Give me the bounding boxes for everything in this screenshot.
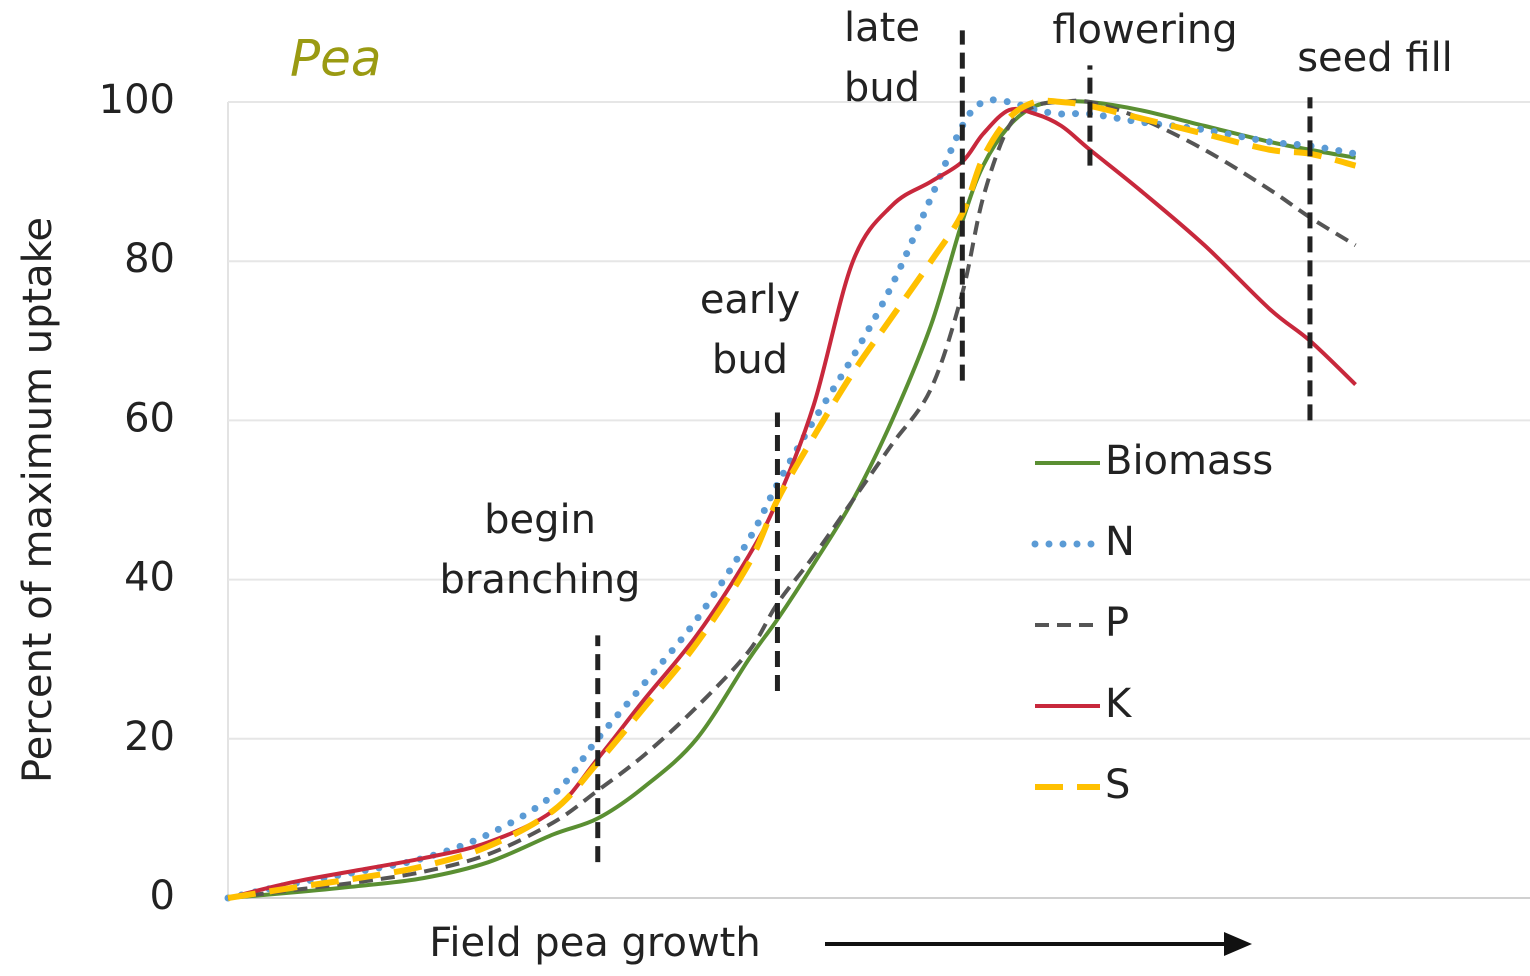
stage-label: flowering bbox=[1052, 7, 1237, 53]
legend-label: Biomass bbox=[1105, 438, 1273, 484]
series-line bbox=[227, 97, 1357, 901]
legend-label: S bbox=[1105, 762, 1130, 808]
y-tick-label: 20 bbox=[124, 714, 175, 760]
y-tick-label: 80 bbox=[124, 236, 175, 282]
stage-label: begin bbox=[484, 497, 596, 543]
series-line bbox=[227, 106, 1357, 900]
x-axis-label: Field pea growth bbox=[429, 920, 760, 966]
chart-title: Pea bbox=[290, 30, 382, 88]
series-line bbox=[224, 96, 1360, 902]
series-line bbox=[227, 98, 1357, 900]
legend-label: P bbox=[1105, 600, 1129, 646]
series-line bbox=[227, 99, 1356, 900]
legend-label: N bbox=[1105, 519, 1135, 565]
stage-label: bud bbox=[712, 337, 788, 383]
stage-label: late bbox=[844, 5, 920, 51]
y-tick-label: 0 bbox=[150, 873, 175, 919]
stage-label: branching bbox=[440, 557, 641, 603]
stage-label: bud bbox=[844, 65, 920, 111]
y-tick-label: 100 bbox=[99, 77, 175, 123]
y-tick-label: 40 bbox=[124, 555, 175, 601]
stage-label: early bbox=[700, 277, 800, 323]
stage-label: seed fill bbox=[1297, 35, 1453, 81]
y-tick-label: 60 bbox=[124, 395, 175, 441]
legend-label: K bbox=[1105, 681, 1133, 727]
arrow-head bbox=[1224, 932, 1252, 956]
y-axis-label: Percent of maximum uptake bbox=[15, 217, 61, 783]
